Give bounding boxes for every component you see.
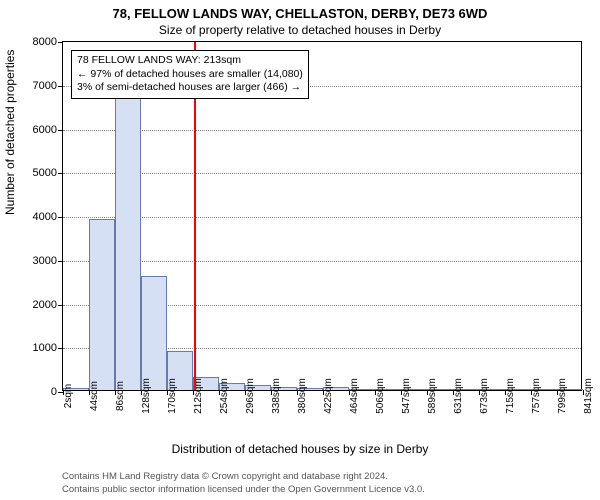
xtick-label: 673sqm [479,378,490,414]
xtick-label: 631sqm [453,378,464,414]
annotation-box: 78 FELLOW LANDS WAY: 213sqm← 97% of deta… [71,50,309,99]
ytick-label: 1000 [33,342,57,354]
xtick-label: 380sqm [297,378,308,414]
ytick-mark [58,173,63,174]
xtick-label: 254sqm [219,378,230,414]
ytick-mark [58,261,63,262]
xtick-label: 170sqm [167,378,178,414]
xtick-label: 506sqm [375,378,386,414]
xtick-label: 86sqm [115,381,126,411]
ytick-label: 5000 [33,167,57,179]
x-axis-label: Distribution of detached houses by size … [0,442,600,456]
footer-line-1: Contains HM Land Registry data © Crown c… [62,471,425,483]
ytick-label: 8000 [33,36,57,48]
ytick-label: 2000 [33,299,57,311]
xtick-label: 799sqm [557,378,568,414]
ytick-label: 0 [51,386,57,398]
ytick-label: 6000 [33,124,57,136]
ytick-mark [58,348,63,349]
ytick-label: 3000 [33,255,57,267]
xtick-label: 841sqm [583,378,594,414]
xtick-label: 715sqm [505,378,516,414]
xtick-label: 422sqm [323,378,334,414]
histogram-bar [141,276,167,390]
annotation-line-1: 78 FELLOW LANDS WAY: 213sqm [77,54,303,68]
histogram-bar [115,93,141,391]
xtick-label: 44sqm [89,381,100,411]
xtick-label: 464sqm [349,378,360,414]
annotation-line-2: ← 97% of detached houses are smaller (14… [77,68,303,82]
ytick-label: 7000 [33,80,57,92]
plot-area: 0100020003000400050006000700080002sqm44s… [62,41,582,391]
annotation-line-3: 3% of semi-detached houses are larger (4… [77,81,303,95]
footer-line-2: Contains public sector information licen… [62,484,425,496]
ytick-mark [58,42,63,43]
chart-title-sub: Size of property relative to detached ho… [0,21,600,41]
ytick-mark [58,130,63,131]
histogram-bar [89,219,115,390]
ytick-label: 4000 [33,211,57,223]
footer-attribution: Contains HM Land Registry data © Crown c… [62,471,425,496]
y-axis-label: Number of detached properties [3,50,17,215]
xtick-label: 128sqm [141,378,152,414]
ytick-mark [58,305,63,306]
xtick-label: 547sqm [401,378,412,414]
xtick-label: 2sqm [63,384,74,408]
xtick-label: 757sqm [531,378,542,414]
ytick-mark [58,86,63,87]
chart-container: 78, FELLOW LANDS WAY, CHELLASTON, DERBY,… [0,0,600,500]
plot-frame: 0100020003000400050006000700080002sqm44s… [62,41,582,391]
xtick-label: 296sqm [245,378,256,414]
ytick-mark [58,217,63,218]
chart-title-main: 78, FELLOW LANDS WAY, CHELLASTON, DERBY,… [0,0,600,21]
xtick-label: 338sqm [271,378,282,414]
xtick-label: 589sqm [427,378,438,414]
